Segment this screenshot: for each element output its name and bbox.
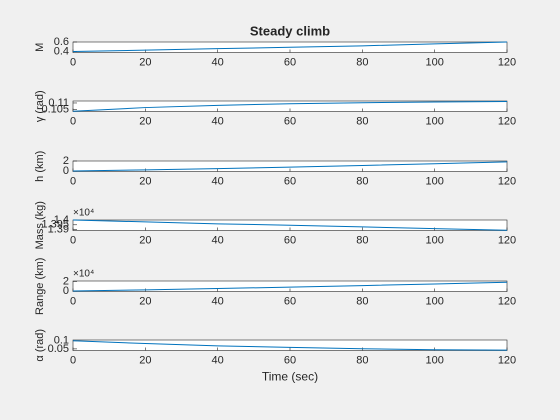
x-tick-label: 20 (139, 295, 151, 307)
x-tick-label: 120 (498, 354, 516, 366)
x-tick-label: 0 (70, 175, 76, 187)
x-tick-label: 60 (284, 295, 296, 307)
x-tick-label: 40 (212, 115, 224, 127)
x-tick-label: 60 (284, 56, 296, 68)
x-tick-label: 80 (356, 115, 368, 127)
x-tick-label: 0 (70, 354, 76, 366)
y-tick-label: 2 (63, 155, 69, 167)
y-tick-label: 0.4 (54, 45, 69, 57)
y-axis-label: γ (rad) (34, 90, 46, 122)
x-tick-label: 40 (212, 234, 224, 246)
y-tick-label: 1.4 (54, 214, 69, 226)
data-line (72, 101, 508, 112)
x-tick-label: 20 (139, 234, 151, 246)
y-tick-label: 0.11 (48, 97, 69, 109)
y-tick-label: 0 (63, 165, 69, 177)
x-tick-label: 40 (212, 295, 224, 307)
data-line (72, 161, 508, 172)
x-tick-label: 80 (356, 234, 368, 246)
data-line (72, 281, 508, 292)
y-tick-label: 0.6 (54, 36, 69, 48)
chart-title: Steady climb (250, 23, 330, 38)
x-axis-label: Time (sec) (262, 370, 318, 384)
x-tick-label: 0 (70, 115, 76, 127)
x-tick-label: 60 (284, 234, 296, 246)
y-tick-label: 0 (63, 285, 69, 297)
x-tick-label: 100 (425, 56, 443, 68)
y-axis-label: M (34, 43, 46, 52)
y-tick-label: 0.105 (41, 103, 69, 115)
y-axis-label: h (km) (34, 151, 46, 182)
x-tick-label: 20 (139, 115, 151, 127)
x-tick-label: 100 (425, 295, 443, 307)
x-tick-label: 40 (212, 354, 224, 366)
y-tick-label: 1.395 (41, 219, 69, 231)
x-tick-label: 100 (425, 234, 443, 246)
x-tick-label: 100 (425, 175, 443, 187)
y-axis-label: Mass (kg) (34, 201, 46, 249)
x-tick-label: 120 (498, 56, 516, 68)
x-tick-label: 60 (284, 354, 296, 366)
x-tick-label: 80 (356, 354, 368, 366)
y-tick-label: 2 (63, 275, 69, 287)
y-scale-label: ×10⁴ (73, 269, 94, 280)
x-tick-label: 120 (498, 115, 516, 127)
x-tick-label: 20 (139, 354, 151, 366)
x-tick-label: 120 (498, 295, 516, 307)
x-tick-label: 80 (356, 56, 368, 68)
data-line (72, 340, 508, 351)
x-tick-label: 0 (70, 56, 76, 68)
y-tick-label: 0.1 (54, 335, 69, 347)
x-tick-label: 60 (284, 175, 296, 187)
x-tick-label: 100 (425, 115, 443, 127)
x-tick-label: 100 (425, 354, 443, 366)
x-tick-label: 0 (70, 295, 76, 307)
x-tick-label: 60 (284, 115, 296, 127)
y-tick-label: 0.05 (48, 343, 69, 355)
x-tick-label: 120 (498, 234, 516, 246)
y-scale-label: ×10⁴ (73, 208, 94, 219)
x-tick-label: 20 (139, 56, 151, 68)
data-line (72, 41, 508, 53)
x-tick-label: 20 (139, 175, 151, 187)
data-line (72, 219, 508, 231)
y-axis-label: Range (km) (34, 258, 46, 315)
x-tick-label: 80 (356, 175, 368, 187)
y-axis-label: α (rad) (34, 329, 46, 362)
y-tick-label: 1.39 (48, 223, 69, 235)
x-tick-label: 80 (356, 295, 368, 307)
x-tick-label: 40 (212, 56, 224, 68)
x-tick-label: 0 (70, 234, 76, 246)
x-tick-label: 120 (498, 175, 516, 187)
x-tick-label: 40 (212, 175, 224, 187)
